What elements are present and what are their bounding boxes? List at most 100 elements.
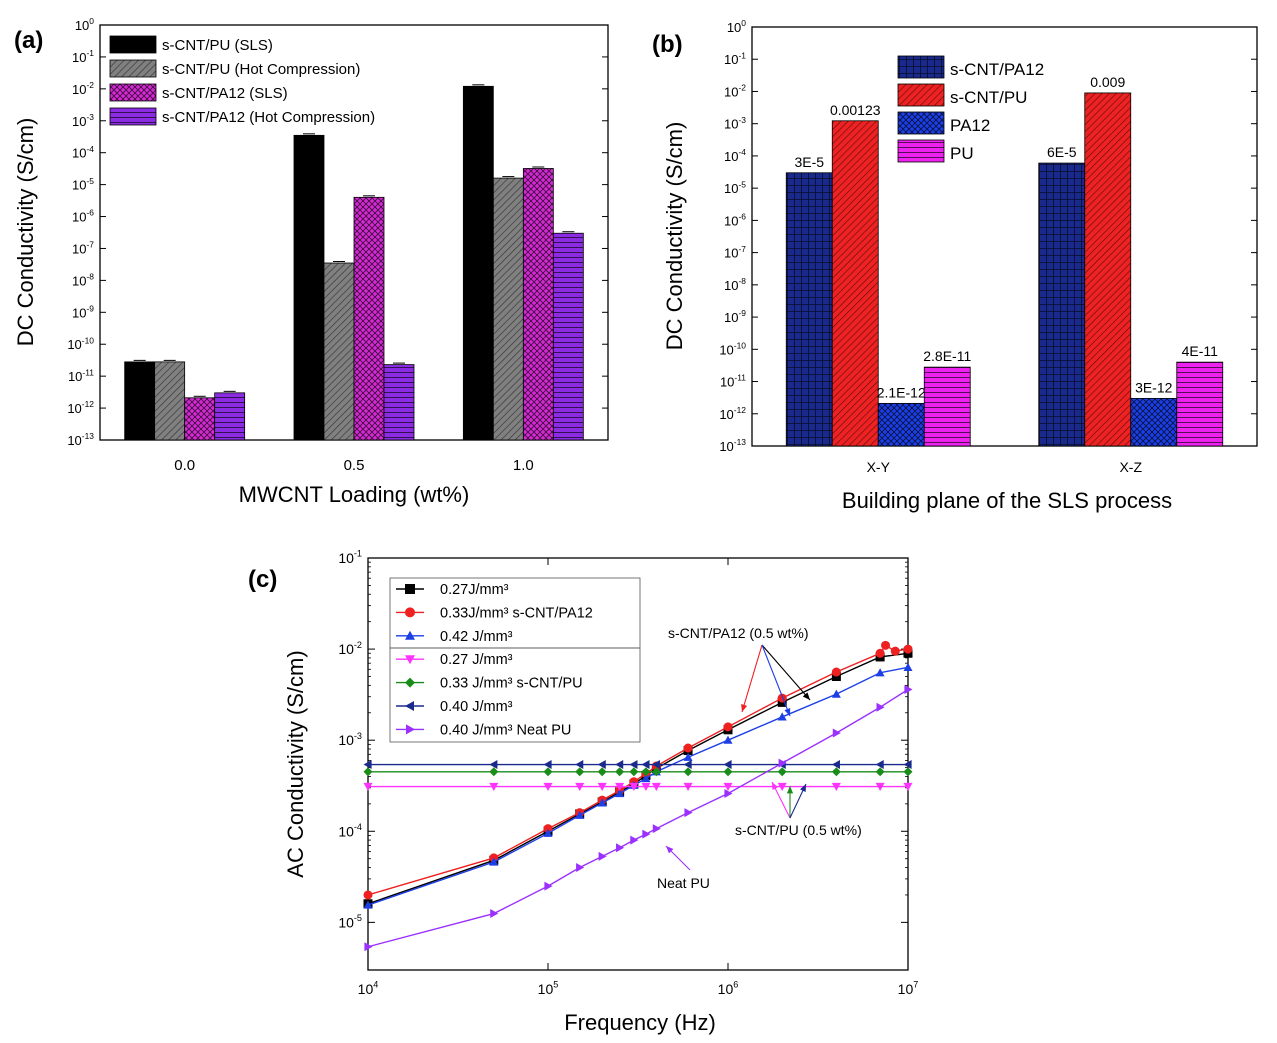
legend-marker bbox=[405, 607, 415, 618]
bar bbox=[831, 120, 879, 447]
data-point bbox=[903, 644, 913, 654]
data-point bbox=[652, 824, 661, 834]
data-point bbox=[777, 693, 787, 703]
legend-label: PU bbox=[950, 144, 974, 163]
data-point bbox=[543, 824, 553, 834]
annotation-arrow-blue bbox=[761, 644, 791, 717]
y-tick-label: 10-8 bbox=[724, 276, 746, 293]
data-point bbox=[575, 760, 584, 770]
panel-a: (a) 10-13 10-12 10-11 10-10 10-9 10-8 10-7 10-6… bbox=[13, 16, 609, 507]
data-point bbox=[489, 767, 499, 777]
legend-swatch bbox=[897, 111, 945, 135]
data-point bbox=[651, 782, 661, 792]
y-tick-label: 10-6 bbox=[724, 212, 746, 229]
data-point bbox=[597, 782, 607, 792]
data-point bbox=[724, 788, 733, 798]
bar bbox=[383, 364, 415, 441]
y-tick-label: 10-1 bbox=[338, 549, 362, 566]
bar bbox=[877, 402, 925, 447]
y-tick-label: 10-3 bbox=[338, 731, 362, 748]
y-tick-label: 10-4 bbox=[724, 147, 746, 164]
data-point bbox=[615, 760, 624, 770]
data-point bbox=[543, 782, 553, 792]
bar bbox=[492, 177, 524, 441]
bar bbox=[214, 392, 246, 441]
bar bbox=[184, 397, 216, 441]
annotation-arrow-navy-head bbox=[800, 784, 806, 792]
panel-c-series bbox=[363, 640, 913, 952]
annotation-pa12: s-CNT/PA12 (0.5 wt%) bbox=[668, 625, 809, 641]
data-point bbox=[489, 782, 499, 792]
data-point bbox=[904, 685, 913, 695]
legend-label: 0.42 J/mm³ bbox=[440, 629, 513, 645]
data-label: 6E-5 bbox=[1047, 144, 1077, 160]
annotation-pu: s-CNT/PU (0.5 wt%) bbox=[735, 822, 862, 838]
y-tick-label: 100 bbox=[727, 18, 746, 35]
legend-label: s-CNT/PA12 (SLS) bbox=[162, 85, 288, 102]
legend-swatch bbox=[109, 107, 157, 126]
y-tick-label: 10-1 bbox=[724, 50, 746, 67]
y-tick-label: 10-11 bbox=[720, 373, 746, 390]
y-tick-label: 10-7 bbox=[724, 244, 746, 261]
data-point bbox=[597, 760, 606, 770]
data-point bbox=[881, 640, 891, 650]
data-label: 3E-5 bbox=[794, 154, 824, 170]
annotation-arrow-black bbox=[761, 644, 811, 701]
annotation-arrow-red bbox=[741, 644, 763, 713]
data-point bbox=[723, 760, 732, 770]
panel-a-y-axis: 10-13 10-12 10-11 10-10 10-9 10-8 10-7 10-6 10-5… bbox=[67, 16, 608, 448]
data-point bbox=[777, 712, 787, 721]
data-point bbox=[875, 760, 884, 770]
bar bbox=[1130, 397, 1178, 447]
panel-c: (c) 10-5 10-4 10-3 10-2 10-1 104 105 106 107 s-… bbox=[248, 549, 918, 1035]
data-label: 0.009 bbox=[1090, 74, 1125, 90]
panel-a-bars bbox=[124, 84, 584, 441]
data-point bbox=[777, 782, 787, 792]
panel-b-x-axis: X-Y X-Z bbox=[867, 440, 1142, 475]
panel-b-y-label: DC Conductivity (S/cm) bbox=[662, 122, 687, 351]
data-point bbox=[831, 767, 841, 777]
x-tick-label: 106 bbox=[718, 980, 739, 997]
data-point bbox=[723, 782, 733, 792]
bar bbox=[552, 232, 584, 441]
y-tick-label: 10-12 bbox=[719, 405, 746, 422]
y-tick-label: 10-10 bbox=[719, 340, 746, 357]
data-point bbox=[489, 760, 498, 770]
data-point bbox=[683, 760, 692, 770]
data-point bbox=[629, 782, 639, 792]
data-point bbox=[576, 863, 585, 873]
data-point bbox=[575, 767, 585, 777]
legend-marker bbox=[405, 630, 415, 640]
data-point bbox=[683, 767, 693, 777]
data-point bbox=[683, 782, 693, 792]
data-point bbox=[642, 829, 651, 839]
data-point bbox=[364, 942, 373, 952]
y-tick-label: 10-10 bbox=[67, 335, 94, 352]
x-tick-label: 105 bbox=[538, 980, 559, 997]
data-point bbox=[641, 760, 650, 770]
x-tick-label: 0.5 bbox=[344, 457, 365, 474]
bar bbox=[1176, 361, 1224, 447]
panel-a-legend: s-CNT/PU (SLS) s-CNT/PU (Hot Compression)… bbox=[109, 35, 375, 126]
y-tick-label: 100 bbox=[75, 16, 94, 33]
legend-swatch bbox=[109, 83, 157, 102]
y-tick-label: 10-2 bbox=[72, 80, 94, 97]
y-tick-label: 10-2 bbox=[724, 83, 746, 100]
data-point bbox=[363, 890, 373, 900]
data-point bbox=[641, 773, 651, 783]
panel-a-label: (a) bbox=[14, 27, 43, 54]
legend-label: 0.40 J/mm³ bbox=[440, 699, 513, 715]
data-point bbox=[723, 722, 733, 732]
panel-b-plot-frame bbox=[751, 26, 1258, 447]
data-label: 0.00123 bbox=[830, 102, 881, 118]
data-label: 2.8E-11 bbox=[923, 348, 971, 364]
x-tick-label: 1.0 bbox=[513, 457, 534, 474]
data-point bbox=[597, 767, 607, 777]
y-tick-label: 10-1 bbox=[72, 48, 94, 65]
data-point bbox=[723, 767, 733, 777]
data-point bbox=[575, 810, 585, 819]
y-tick-label: 10-5 bbox=[338, 913, 362, 930]
panel-b-bars: 3E-5 0.00123 2.1E-12 2.8E-11 6E-5 0.009 3E-12 4… bbox=[785, 74, 1224, 447]
y-tick-label: 10-9 bbox=[72, 303, 94, 320]
